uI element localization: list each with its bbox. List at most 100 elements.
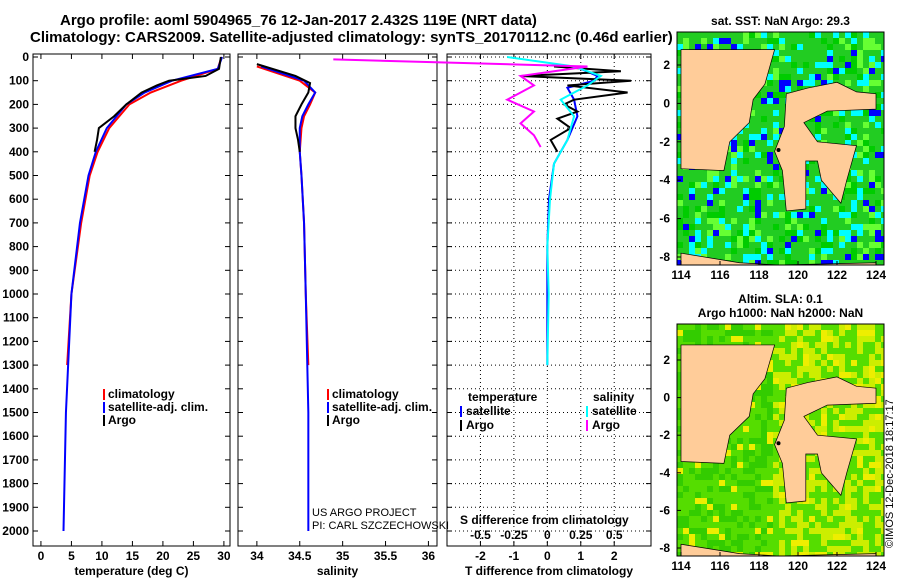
- map-cell: [809, 116, 815, 122]
- map-cell: [695, 336, 701, 342]
- map-cell: [743, 456, 749, 462]
- map-cell: [863, 188, 869, 194]
- map-cell: [839, 552, 845, 556]
- map-cell: [725, 486, 731, 492]
- map-cell: [857, 176, 863, 182]
- map-cell: [683, 44, 689, 50]
- map-cell: [695, 248, 701, 254]
- map-cell: [677, 242, 683, 248]
- map-cell: [845, 254, 851, 260]
- map-cell: [875, 254, 881, 260]
- map-cell: [869, 212, 875, 218]
- map-cell: [755, 152, 761, 158]
- map-cell: [863, 486, 869, 492]
- map-cell: [725, 230, 731, 236]
- map-cell: [869, 176, 875, 182]
- map-y-tick-label: 0: [663, 96, 670, 110]
- map-cell: [869, 366, 875, 372]
- map-cell: [755, 134, 761, 140]
- map-cell: [827, 336, 833, 342]
- map-cell: [869, 450, 875, 456]
- map-cell: [857, 450, 863, 456]
- map-cell: [863, 366, 869, 372]
- map-cell: [821, 552, 827, 556]
- map-cell: [875, 420, 881, 426]
- map-cell: [869, 372, 875, 378]
- y-tick-label: 1800: [2, 477, 29, 491]
- map-cell: [827, 366, 833, 372]
- x-tick-label: 15: [126, 549, 140, 563]
- map-cell: [821, 38, 827, 44]
- map-cell: [743, 480, 749, 486]
- map-cell: [677, 194, 683, 200]
- map-cell: [833, 546, 839, 552]
- map-cell: [761, 390, 767, 396]
- map-cell: [695, 182, 701, 188]
- map-cell: [719, 504, 725, 510]
- map-cell: [725, 468, 731, 474]
- map-cell: [881, 242, 884, 248]
- y-tick-label: 200: [9, 97, 29, 111]
- legend-label: Argo: [466, 418, 494, 432]
- map-cell: [791, 330, 797, 336]
- map-cell: [773, 212, 779, 218]
- x-tick-label: 0: [38, 549, 45, 563]
- map-cell: [863, 134, 869, 140]
- map-cell: [863, 158, 869, 164]
- x-axis-label: T difference from climatology: [465, 564, 633, 578]
- map-cell: [809, 516, 815, 522]
- map-cell: [857, 254, 863, 260]
- map-cell: [833, 206, 839, 212]
- map-cell: [809, 480, 815, 486]
- map-cell: [881, 206, 884, 212]
- map-cell: [875, 224, 881, 230]
- map-cell: [755, 534, 761, 540]
- map-cell: [833, 360, 839, 366]
- map-cell: [767, 438, 773, 444]
- map-cell: [821, 230, 827, 236]
- map-cell: [755, 260, 761, 265]
- map-cell: [875, 522, 881, 528]
- map-cell: [791, 212, 797, 218]
- legend-swatch: [327, 389, 329, 400]
- map-cell: [773, 462, 779, 468]
- map-cell: [719, 534, 725, 540]
- map-cell: [851, 414, 857, 420]
- map-cell: [875, 450, 881, 456]
- map-cell: [755, 248, 761, 254]
- map-cell: [845, 122, 851, 128]
- map-cell: [857, 438, 863, 444]
- map-x-tick-label: 122: [827, 559, 847, 573]
- map-cell: [737, 438, 743, 444]
- map-cell: [845, 128, 851, 134]
- map-cell: [761, 396, 767, 402]
- map-cell: [815, 128, 821, 134]
- map-cell: [827, 230, 833, 236]
- map-cell: [767, 248, 773, 254]
- map-cell: [773, 68, 779, 74]
- map-cell: [725, 242, 731, 248]
- map-cell: [749, 194, 755, 200]
- map-cell: [869, 354, 875, 360]
- map-y-tick-label: -4: [659, 173, 670, 187]
- map-cell: [755, 206, 761, 212]
- map-cell: [797, 336, 803, 342]
- map-cell: [749, 492, 755, 498]
- y-tick-label: 600: [9, 192, 29, 206]
- map-cell: [731, 158, 737, 164]
- map-cell: [731, 218, 737, 224]
- map-cell: [857, 50, 863, 56]
- map-cell: [839, 324, 845, 330]
- x-tick-label: 35: [336, 549, 350, 563]
- legend-swatch: [103, 402, 105, 413]
- map-cell: [845, 510, 851, 516]
- map-cell: [689, 194, 695, 200]
- map-cell: [845, 486, 851, 492]
- map-cell: [773, 182, 779, 188]
- map-cell: [737, 444, 743, 450]
- map-land: [774, 81, 877, 212]
- map-cell: [719, 200, 725, 206]
- map-cell: [737, 44, 743, 50]
- map-cell: [779, 546, 785, 552]
- map-cell: [839, 110, 845, 116]
